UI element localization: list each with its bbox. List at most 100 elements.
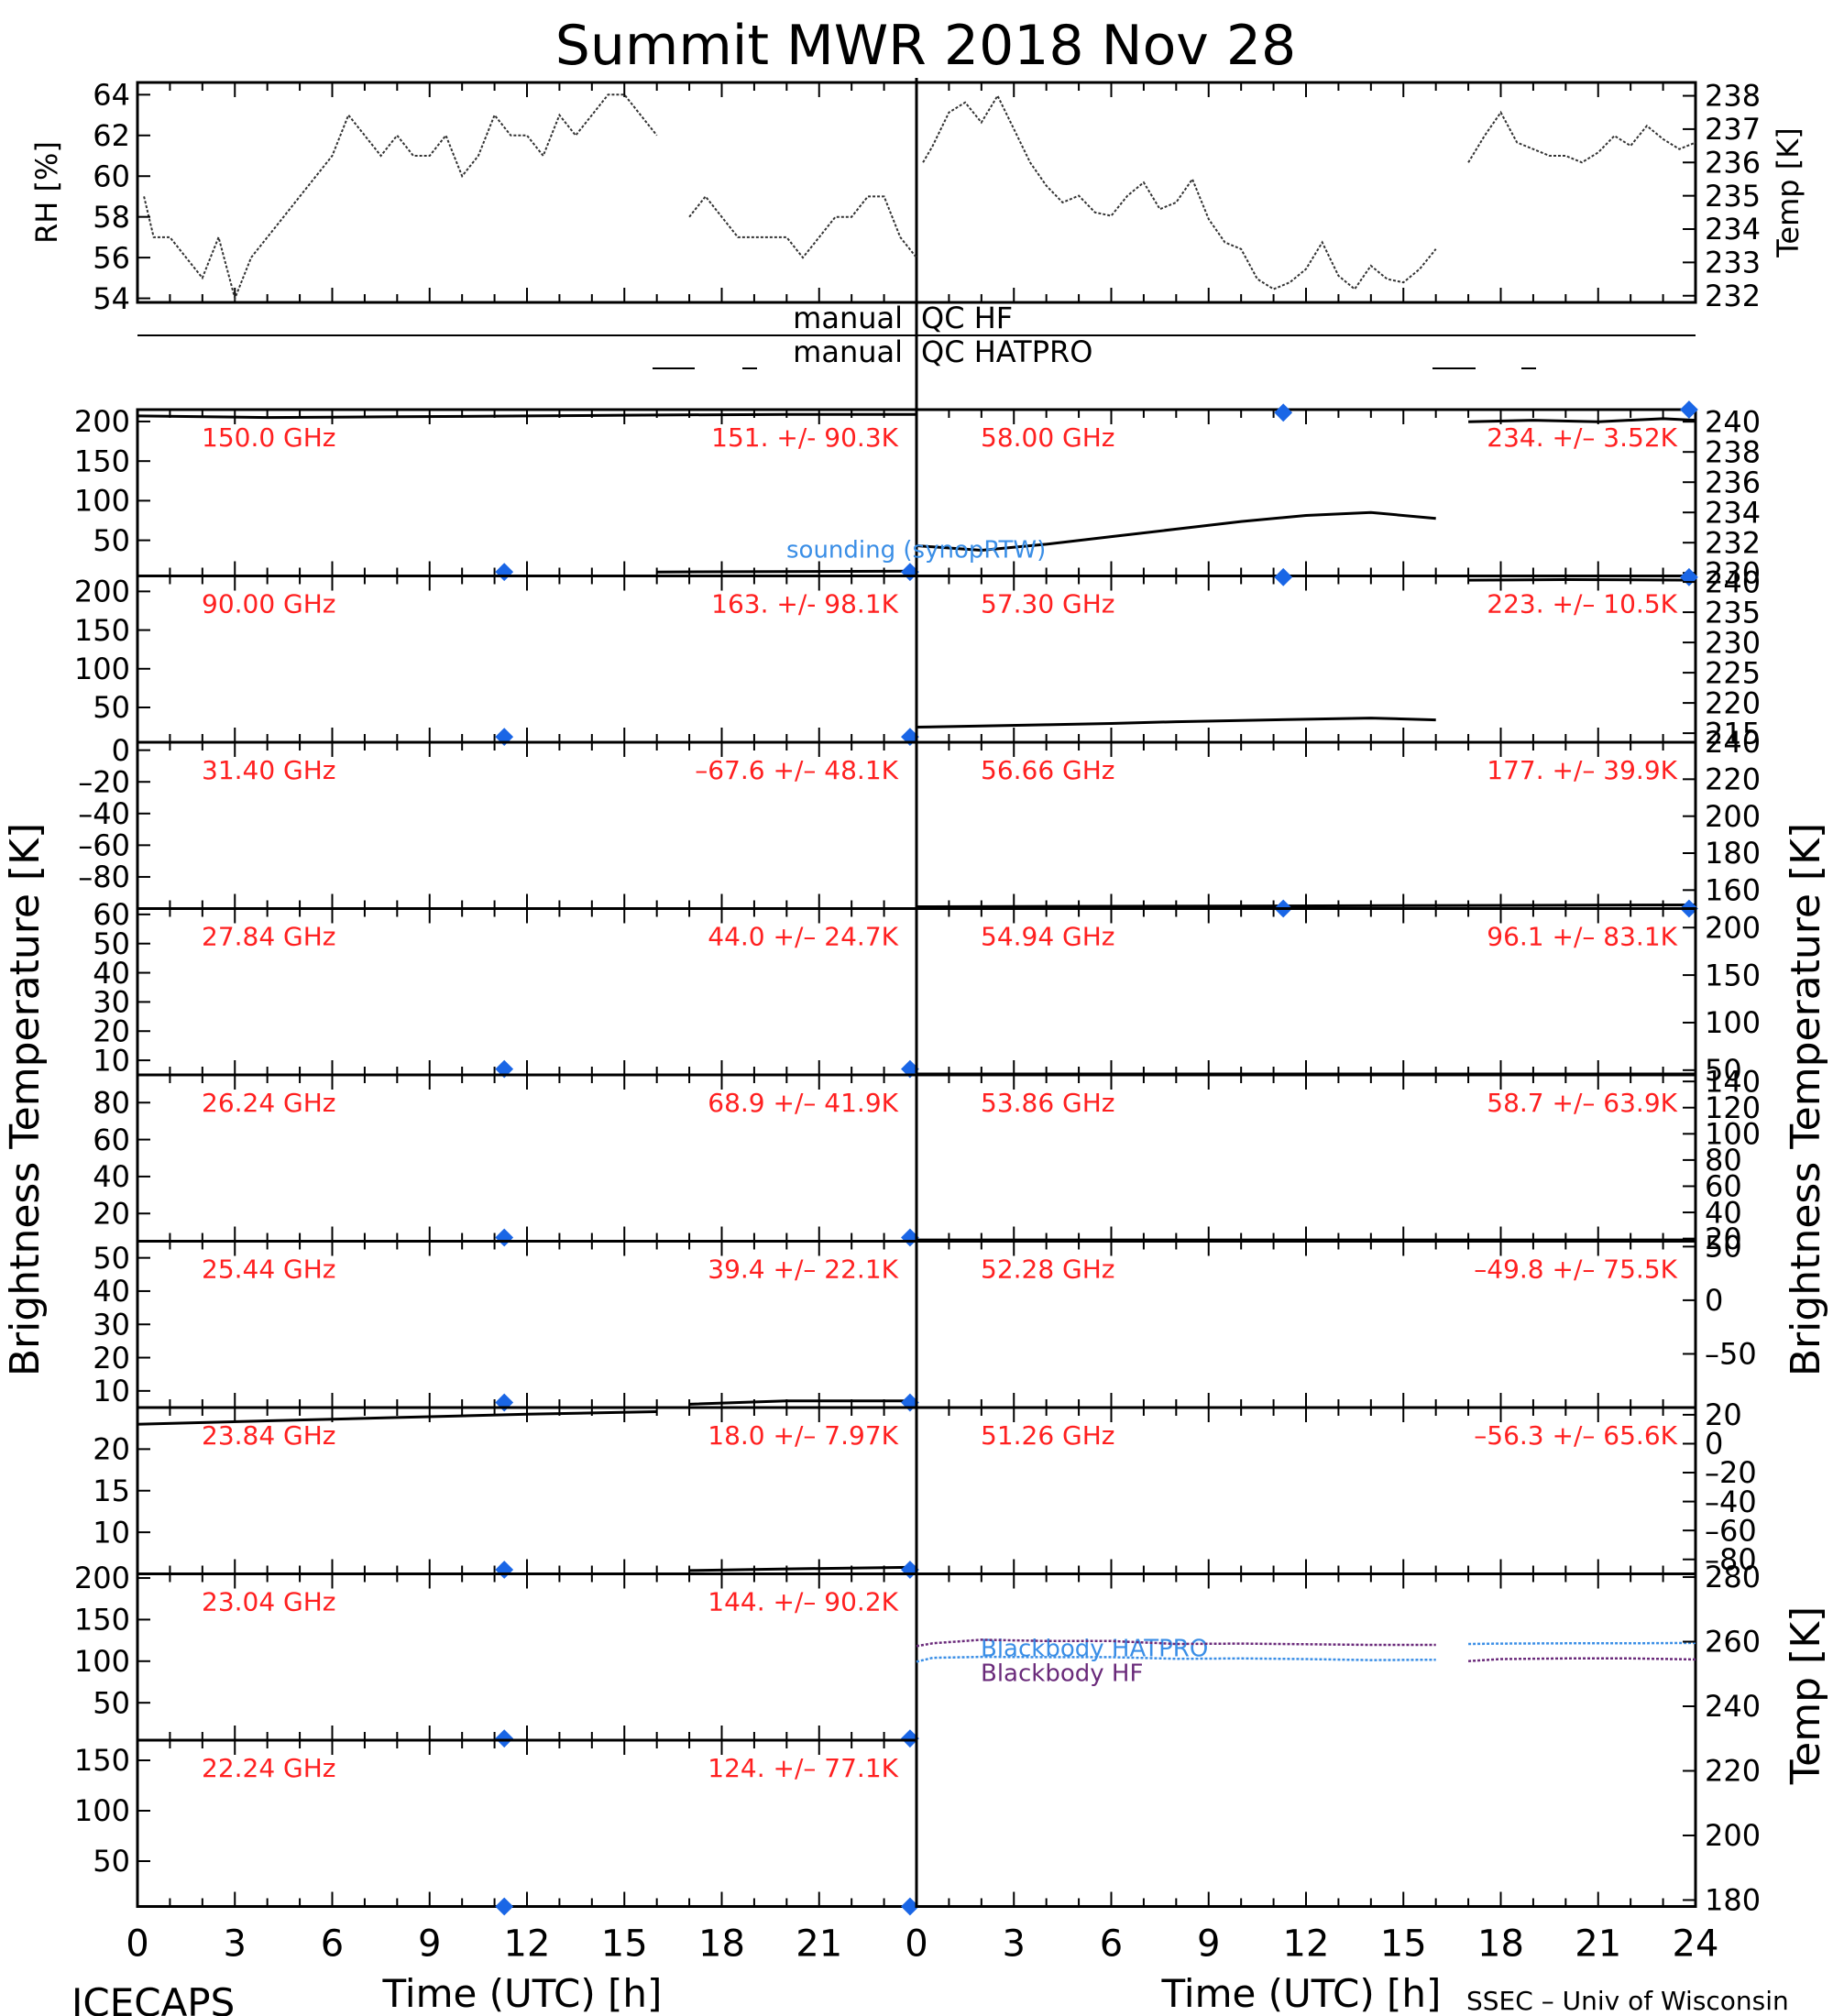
x-tick-label: 3 [224,1923,247,1966]
channel-series-line [916,904,1696,908]
channel-tick-label: 0 [112,733,130,768]
temp-top-axis-title: Temp [K] [1771,127,1806,257]
channel-tick-label: 235 [1705,595,1761,630]
channel-tick-label: –20 [78,764,130,799]
channel-tick-label: –60 [1705,1513,1757,1548]
channel-frequency-label: 150.0 GHz [202,422,336,453]
channel-series-line [916,717,1436,729]
x-tick-label: 21 [796,1923,842,1966]
x-tick-label: 12 [1283,1923,1330,1966]
channel-frequency-label: 51.26 GHz [981,1420,1115,1451]
channel-stat-label: 58.7 +/– 63.9K [1487,1088,1677,1118]
channel-stat-label: –67.6 +/– 48.1K [695,755,898,785]
channel-tick-label: 100 [1705,1117,1761,1152]
channel-tick-label: 100 [74,1793,130,1828]
bt-right-axis-title: Brightness Temperature [K] [1783,823,1829,1376]
channel-tick-label: 230 [1705,555,1761,590]
channel-stat-label: 96.1 +/– 83.1K [1487,922,1677,952]
blackbody-series-line [916,1638,1436,1648]
channel-tick-label: 150 [74,613,130,648]
channel-tick-label: –60 [78,828,130,863]
channel-tick-label: 232 [1705,525,1761,560]
figure-title: Summit MWR 2018 Nov 28 [555,14,1296,78]
blackbody-tick-label: 200 [1705,1818,1761,1853]
channel-tick-label: 20 [93,1196,130,1231]
sounding-marker [901,1897,919,1916]
channel-tick-label: 60 [93,897,130,932]
channel-tick-label: 200 [74,1561,130,1595]
channel-tick-label: 40 [93,956,130,991]
channel-tick-label: 220 [1705,762,1761,797]
rh-series-line [688,194,917,259]
channel-frequency-label: 90.00 GHz [202,589,336,619]
channel-frequency-label: 56.66 GHz [981,755,1115,785]
channel-tick-label: 40 [1705,1195,1742,1230]
channel-tick-label: 50 [93,1241,130,1276]
x-tick-label: 9 [418,1923,441,1966]
x-tick-label: 0 [126,1923,148,1966]
channel-stat-label: –49.8 +/– 75.5K [1474,1255,1677,1285]
channel-tick-label: 20 [1705,1397,1742,1432]
x-tick-label: 0 [905,1923,927,1966]
channel-stat-label: –56.3 +/– 65.6K [1474,1420,1677,1451]
channel-tick-label: 20 [93,1432,130,1467]
qc-hf-right-label: QC HF [921,301,1013,335]
channel-stat-label: 151. +/- 90.3K [711,422,898,453]
channel-frequency-label: 26.24 GHz [202,1088,336,1118]
channel-tick-label: 215 [1705,716,1761,751]
x-tick-label: 3 [1003,1923,1026,1966]
qc-strip: manual QC HF manual QC HATPRO [137,301,1696,369]
blackbody-series-line [1468,1657,1696,1662]
x-tick-label: 6 [1100,1923,1123,1966]
channel-tick-label: –50 [1705,1337,1757,1372]
channel-tick-label: –80 [1705,1542,1757,1577]
blackbody-tick-label: 280 [1705,1560,1761,1594]
x-tick-label: 18 [698,1923,745,1966]
channel-series-line [689,1565,917,1572]
temp-tick-label: 236 [1705,145,1761,180]
channel-tick-label: 200 [74,575,130,609]
channel-tick-label: 220 [1705,685,1761,720]
qc-hf-left-label: manual [793,301,903,335]
channel-tick-label: 150 [1705,958,1761,992]
blackbody-legend-label: Blackbody HF [981,1660,1143,1688]
footer-right-label: SSEC – Univ of Wisconsin [1466,1986,1789,2016]
channel-tick-label: 30 [93,1307,130,1342]
channel-tick-label: 10 [93,1043,130,1078]
blackbody-tick-label: 240 [1705,1689,1761,1724]
blackbody-tick-label: 260 [1705,1625,1761,1660]
channel-tick-label: 50 [93,926,130,961]
blackbody-tick-label: 180 [1705,1883,1761,1918]
x-tick-label: 18 [1477,1923,1524,1966]
rh-tick-label: 62 [93,118,130,153]
channel-tick-label: 30 [93,985,130,1020]
bt-left-axis-title: Brightness Temperature [K] [2,823,49,1376]
channel-tick-label: 150 [74,1743,130,1778]
channel-tick-label: 0 [1705,1427,1723,1462]
channel-tick-label: 60 [1705,1169,1742,1204]
channel-tick-label: 234 [1705,495,1761,530]
channel-tick-label: 140 [1705,1064,1761,1099]
sounding-marker [1274,567,1293,586]
channel-tick-label: 100 [74,652,130,686]
channel-frequency-label: 27.84 GHz [202,922,336,952]
channel-tick-label: 40 [93,1159,130,1194]
channel-tick-label: 50 [93,1685,130,1720]
blackbody-tick-label: 220 [1705,1754,1761,1789]
channel-tick-label: 10 [93,1374,130,1408]
channel-tick-label: –40 [78,796,130,831]
channel-tick-label: 20 [93,1013,130,1048]
footer-left-label: ICECAPS [71,1980,235,2016]
temp-tick-label: 233 [1705,246,1761,280]
channel-tick-label: 20 [93,1341,130,1375]
channel-stat-label: 68.9 +/– 41.9K [708,1088,898,1118]
rh-series-line [143,93,658,301]
channel-tick-label: 150 [74,1603,130,1638]
channel-series-line [137,412,916,420]
channel-tick-label: 50 [93,1844,130,1879]
temp-tick-label: 238 [1705,79,1761,114]
channel-tick-label: 80 [93,1085,130,1120]
channel-frequency-label: 53.86 GHz [981,1088,1115,1118]
